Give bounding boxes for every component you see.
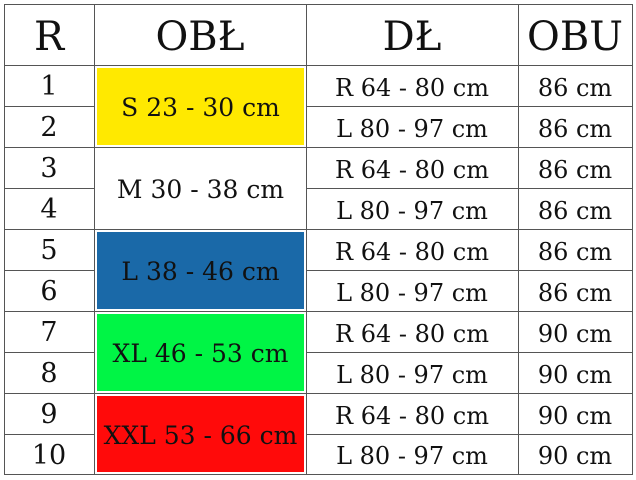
length-range: L 80 - 97 cm (336, 196, 488, 225)
header-r: R (33, 13, 65, 60)
column-divider (4, 4, 5, 475)
circumference-value: 90 cm (537, 319, 613, 348)
length-range: R 64 - 80 cm (335, 237, 489, 266)
row-divider (4, 352, 633, 353)
circumference-value: 86 cm (537, 196, 613, 225)
row-divider (4, 393, 633, 394)
length-range: R 64 - 80 cm (335, 319, 489, 348)
circumference-value: 86 cm (537, 278, 613, 307)
size-range: M 30 - 38 cm (97, 150, 304, 227)
circumference-value: 86 cm (537, 73, 613, 102)
circumference-value: 86 cm (537, 114, 613, 143)
header-obu: OBU (527, 13, 623, 60)
row-divider (4, 188, 633, 189)
row-divider (4, 270, 633, 271)
circumference-value: 90 cm (537, 401, 613, 430)
row-number: 2 (40, 112, 58, 143)
row-number: 5 (40, 235, 58, 266)
column-divider (306, 4, 307, 475)
header-obl: OBŁ (155, 13, 245, 60)
row-number: 8 (40, 358, 58, 389)
row-number: 9 (40, 399, 58, 430)
row-divider (4, 106, 633, 107)
row-divider (4, 65, 633, 66)
row-divider (4, 311, 633, 312)
row-number: 7 (40, 317, 58, 348)
circumference-value: 86 cm (537, 237, 613, 266)
circumference-value: 90 cm (537, 360, 613, 389)
size-range: XXL 53 - 66 cm (97, 396, 304, 472)
length-range: R 64 - 80 cm (335, 73, 489, 102)
row-number: 4 (40, 194, 58, 225)
row-divider (4, 434, 633, 435)
size-range: XL 46 - 53 cm (97, 314, 304, 391)
size-range: S 23 - 30 cm (97, 68, 304, 145)
size-range: L 38 - 46 cm (97, 232, 304, 309)
length-range: L 80 - 97 cm (336, 360, 488, 389)
length-range: L 80 - 97 cm (336, 278, 488, 307)
header-dl: DŁ (382, 13, 442, 60)
column-divider (94, 4, 95, 475)
row-number: 1 (40, 71, 58, 102)
circumference-value: 90 cm (537, 442, 613, 470)
row-divider (4, 147, 633, 148)
length-range: L 80 - 97 cm (336, 114, 488, 143)
row-number: 3 (40, 153, 58, 184)
column-divider (518, 4, 519, 475)
row-number: 6 (40, 276, 58, 307)
row-divider (4, 229, 633, 230)
circumference-value: 86 cm (537, 155, 613, 184)
row-divider (4, 474, 633, 475)
length-range: R 64 - 80 cm (335, 401, 489, 430)
length-range: R 64 - 80 cm (335, 155, 489, 184)
row-divider (4, 4, 633, 5)
row-number: 10 (31, 439, 67, 471)
length-range: L 80 - 97 cm (336, 442, 488, 470)
column-divider (632, 4, 633, 475)
